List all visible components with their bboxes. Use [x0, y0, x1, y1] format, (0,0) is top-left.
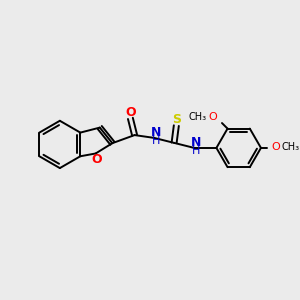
- Text: O: O: [271, 142, 280, 152]
- Text: H: H: [192, 146, 201, 156]
- Text: O: O: [92, 153, 102, 166]
- Text: O: O: [125, 106, 136, 119]
- Text: CH₃: CH₃: [281, 142, 300, 152]
- Text: N: N: [191, 136, 202, 149]
- Text: N: N: [151, 126, 161, 140]
- Text: S: S: [172, 113, 182, 126]
- Text: CH₃: CH₃: [189, 112, 207, 122]
- Text: H: H: [152, 136, 160, 146]
- Text: O: O: [208, 112, 217, 122]
